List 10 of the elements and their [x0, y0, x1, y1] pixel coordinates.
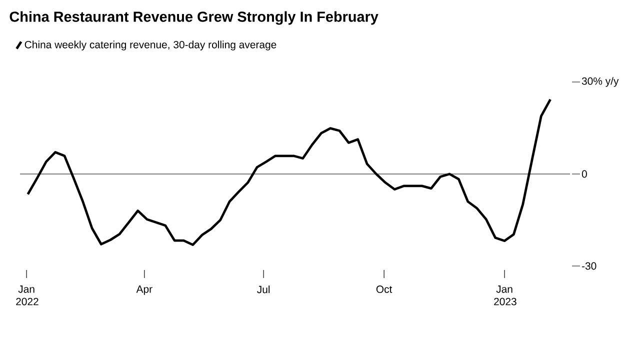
x-tick-label: Jan 2023 — [494, 286, 516, 306]
x-tick-label: Oct — [376, 286, 392, 293]
x-tick-label: Jul — [257, 286, 270, 294]
chart-title: China Restaurant Revenue Grew Strongly In February — [10, 11, 378, 25]
legend-label: China weekly catering revenue, 30-day rolling average — [24, 40, 276, 50]
y-tick-label: 30% y/y — [582, 77, 619, 87]
x-tick-label: Jan 2022 — [16, 286, 38, 306]
y-tick-label: -30 — [582, 262, 596, 270]
x-tick-label: Apr — [136, 286, 152, 295]
y-tick-label: 0 — [582, 170, 587, 178]
